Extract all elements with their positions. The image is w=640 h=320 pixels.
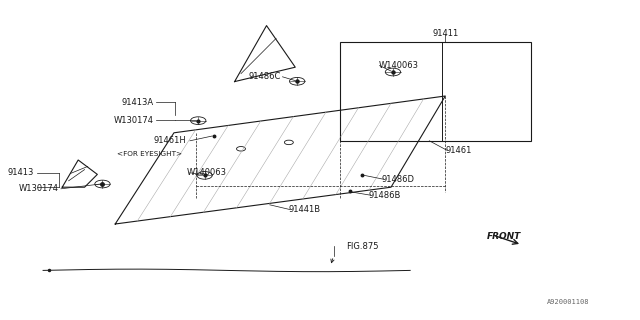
Text: 91486D: 91486D	[381, 175, 415, 184]
Text: A920001108: A920001108	[547, 300, 589, 305]
Text: 91461H: 91461H	[154, 136, 187, 145]
Text: 91411: 91411	[432, 29, 458, 38]
Text: 91461: 91461	[445, 146, 472, 155]
Text: 91413A: 91413A	[122, 98, 154, 107]
Text: W140063: W140063	[378, 61, 419, 70]
Text: W130174: W130174	[19, 184, 59, 193]
Text: 91413: 91413	[7, 168, 33, 177]
Text: 91486B: 91486B	[369, 191, 401, 200]
Text: FRONT: FRONT	[487, 232, 521, 241]
Text: FIG.875: FIG.875	[346, 242, 379, 251]
Text: W130174: W130174	[113, 116, 154, 124]
Text: 91441B: 91441B	[289, 205, 321, 214]
Text: <FOR EYESIGHT>: <FOR EYESIGHT>	[117, 151, 182, 156]
Text: 91486C: 91486C	[248, 72, 280, 81]
Text: W140063: W140063	[187, 168, 227, 177]
